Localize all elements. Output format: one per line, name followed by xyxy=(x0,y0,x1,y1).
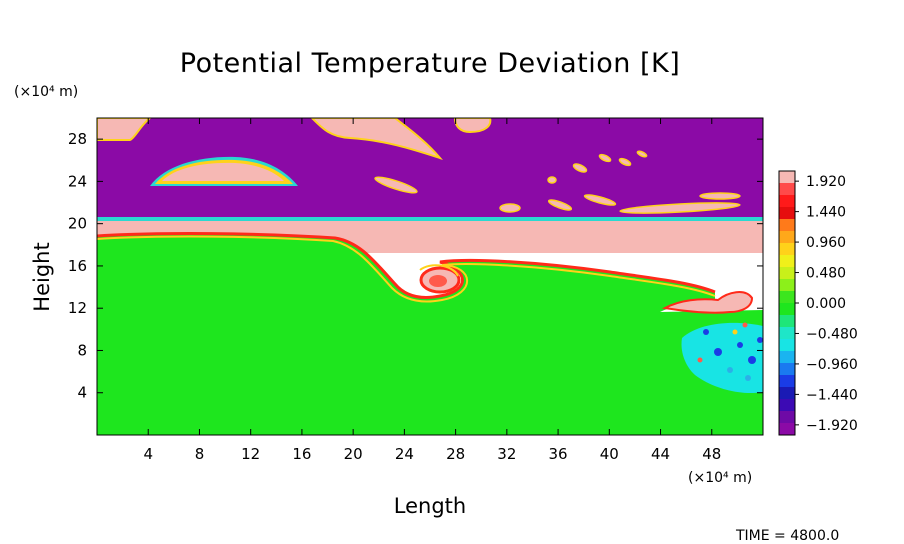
colorbar: 1.920 1.440 0.960 0.480 0.000 −0.480 −0.960 −1.… xyxy=(778,170,858,436)
colorbar-band-13 xyxy=(779,327,795,340)
colorbar-tick-label-8: −1.920 xyxy=(806,418,858,434)
y-tick-label-1: 8 xyxy=(77,341,87,359)
x-tick-label-10: 44 xyxy=(651,445,670,463)
colorbar-tick-label-3: 0.480 xyxy=(806,266,846,282)
y-axis-label: Height xyxy=(30,242,54,311)
x-tick-label-8: 36 xyxy=(549,445,568,463)
front-edge xyxy=(97,232,716,299)
colorbar-band-19 xyxy=(779,399,795,412)
x-tick-label-4: 20 xyxy=(344,445,363,463)
colorbar-band-11 xyxy=(779,303,795,316)
colorbar-tick-label-4: 0.000 xyxy=(806,296,846,312)
warm-tongue xyxy=(661,291,754,314)
colorbar-tick-label-0: 1.920 xyxy=(806,174,846,190)
x-tick-label-2: 12 xyxy=(241,445,260,463)
colorbar-band-8 xyxy=(779,267,795,280)
colorbar-band-9 xyxy=(779,279,795,292)
colorbar-band-15 xyxy=(779,351,795,364)
colorbar-tick-label-1: 1.440 xyxy=(806,205,846,221)
colorbar-tick-label-7: −1.440 xyxy=(806,387,858,403)
x-tick-label-1: 8 xyxy=(195,445,205,463)
colorbar-band-12 xyxy=(779,315,795,328)
y-tick-label-6: 28 xyxy=(68,130,87,148)
colorbar-band-5 xyxy=(779,231,795,244)
x-tick-label-11: 48 xyxy=(702,445,721,463)
x-tick-label-9: 40 xyxy=(600,445,619,463)
colorbar-band-18 xyxy=(779,387,795,400)
colorbar-band-10 xyxy=(779,291,795,304)
y-axis-unit: (×10⁴ m) xyxy=(14,84,78,100)
colorbar-band-14 xyxy=(779,339,795,352)
x-tick-label-7: 32 xyxy=(497,445,516,463)
x-tick-label-3: 16 xyxy=(292,445,311,463)
colorbar-band-16 xyxy=(779,363,795,376)
x-axis-unit: (×10⁴ m) xyxy=(688,470,752,486)
colorbar-band-17 xyxy=(779,375,795,388)
plot-frame xyxy=(96,117,764,436)
colorbar-band-6 xyxy=(779,243,795,256)
vortex xyxy=(419,264,461,294)
y-tick-label-3: 16 xyxy=(68,257,87,275)
colorbar-band-20 xyxy=(779,411,795,424)
y-tick-label-4: 20 xyxy=(68,215,87,233)
colorbar-band-21 xyxy=(779,423,795,436)
colorbar-band-0 xyxy=(779,171,795,184)
time-label: TIME = 4800.0 xyxy=(735,528,839,544)
colorbar-tick-label-2: 0.960 xyxy=(806,235,846,251)
chart-title: Potential Temperature Deviation [K] xyxy=(180,48,680,79)
y-axis: 4 8 12 16 20 24 28 xyxy=(68,130,763,402)
colorbar-band-4 xyxy=(779,219,795,232)
y-tick-label-0: 4 xyxy=(77,384,87,402)
x-tick-label-5: 24 xyxy=(395,445,414,463)
cold-patch xyxy=(681,322,763,394)
layer-lower xyxy=(97,233,763,435)
warm-blob-middle xyxy=(310,118,443,161)
colorbar-band-1 xyxy=(779,183,795,196)
colorbar-tick-label-5: −0.480 xyxy=(806,326,858,342)
x-tick-label-6: 28 xyxy=(446,445,465,463)
y-tick-label-5: 24 xyxy=(68,172,87,190)
colorbar-band-3 xyxy=(779,207,795,220)
front-edge-inner xyxy=(97,235,716,303)
plot-area xyxy=(97,118,763,435)
x-tick-label-0: 4 xyxy=(143,445,153,463)
x-axis-label: Length xyxy=(394,494,466,518)
warm-lens xyxy=(150,156,298,186)
colorbar-tick-label-6: −0.960 xyxy=(806,357,858,373)
colorbar-band-7 xyxy=(779,255,795,268)
colorbar-band-2 xyxy=(779,195,795,208)
x-axis: 4 8 12 16 20 24 28 32 36 40 44 48 xyxy=(143,118,721,463)
warm-blob-left xyxy=(97,118,152,141)
warm-blob-right xyxy=(453,118,492,134)
y-tick-label-2: 12 xyxy=(68,299,87,317)
upper-streaks xyxy=(374,150,741,214)
